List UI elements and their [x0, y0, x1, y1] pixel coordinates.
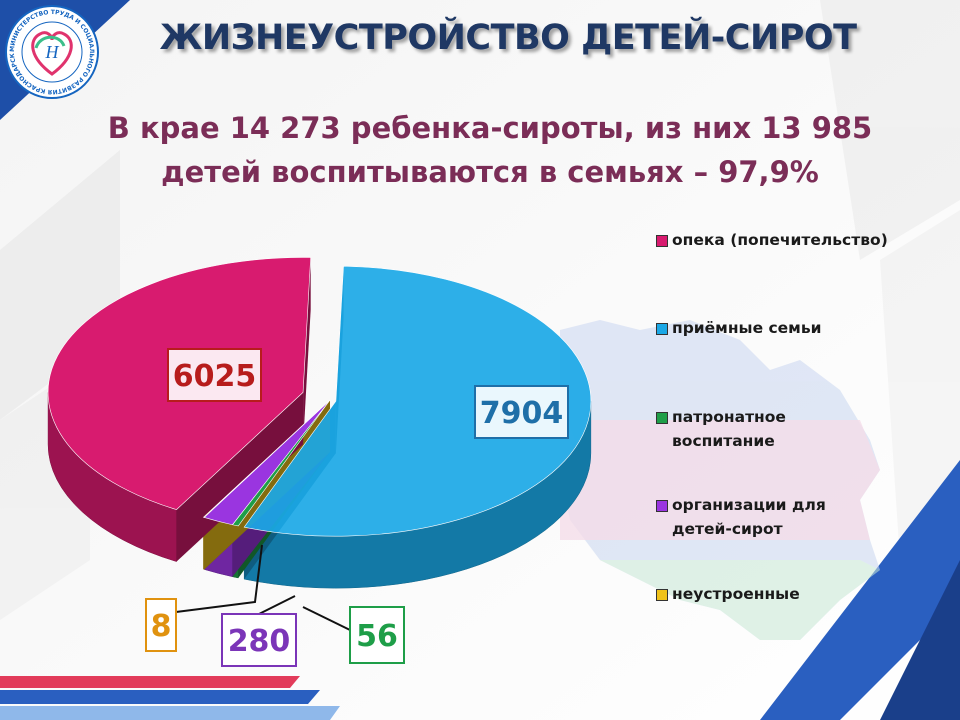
subtitle-line-1: В крае 14 273 ребенка-сироты, из них 13 …	[107, 111, 873, 145]
legend-label-opeka: опека (попечительство)	[672, 231, 888, 249]
subtitle-line-2: детей воспитываются в семьях – 97,9%	[161, 155, 819, 189]
slide-title: ЖИЗНЕУСТРОЙСТВО ДЕТЕЙ-СИРОТ	[159, 18, 857, 58]
logo-letter: Н	[45, 42, 60, 62]
data-label-box-opeka	[167, 348, 262, 402]
region-map	[560, 320, 880, 640]
bottom-stripe-red	[0, 676, 300, 688]
pie-data-labels: 6025 7904 56 280 8	[145, 348, 569, 667]
legend-item-organizacii: организации для детей-сирот	[656, 493, 936, 541]
leader-line-neustroennye	[175, 544, 263, 613]
legend-label-neustroennye: неустроенные	[672, 585, 800, 603]
data-label-organizacii: 280	[228, 624, 291, 659]
slide-subtitle: В крае 14 273 ребенка-сироты, из них 13 …	[90, 106, 890, 194]
data-label-opeka: 6025	[173, 359, 257, 394]
legend-swatch-priemnye	[656, 323, 668, 335]
legend-label-priemnye: приёмные семьи	[672, 319, 822, 337]
data-label-box-patronat	[349, 606, 405, 664]
legend-item-priemnye: приёмные семьи	[656, 316, 936, 340]
bottom-stripe-blue	[0, 690, 320, 704]
legend-item-patronat: патронатное воспитание	[656, 405, 936, 453]
legend-swatch-opeka	[656, 235, 668, 247]
data-label-priemnye: 7904	[480, 396, 564, 431]
legend-item-opeka: опека (попечительство)	[656, 228, 936, 252]
pie-slice-face-opeka	[176, 392, 304, 562]
leader-line-organizacii	[258, 595, 296, 615]
legend-label-organizacii: детей-сирот	[672, 520, 783, 538]
pie-slice-neustroennye	[202, 399, 331, 518]
leaf-icon	[34, 35, 66, 49]
bottom-stripe-light	[0, 706, 340, 720]
heart-icon	[31, 31, 73, 76]
data-label-box-priemnye	[474, 385, 569, 439]
legend-label-organizacii: организации для	[672, 496, 826, 514]
data-label-box-organizacii	[221, 613, 297, 667]
legend-swatch-organizacii	[656, 500, 668, 512]
legend-swatch-neustroennye	[656, 589, 668, 601]
legend-swatch-patronat	[656, 412, 668, 424]
legend-item-neustroennye: неустроенные	[656, 582, 936, 606]
leader-line-patronat	[302, 606, 351, 631]
data-label-patronat: 56	[356, 619, 398, 654]
legend-label-patronat: патронатное	[672, 408, 786, 426]
pie-slice-face-opeka	[303, 257, 311, 445]
data-label-box-neustroennye	[145, 598, 177, 652]
legend-label-patronat: воспитание	[672, 432, 775, 450]
corner-decoration-right	[760, 460, 960, 720]
pie-slice-priemnye	[243, 265, 592, 537]
data-label-neustroennye: 8	[151, 609, 172, 644]
